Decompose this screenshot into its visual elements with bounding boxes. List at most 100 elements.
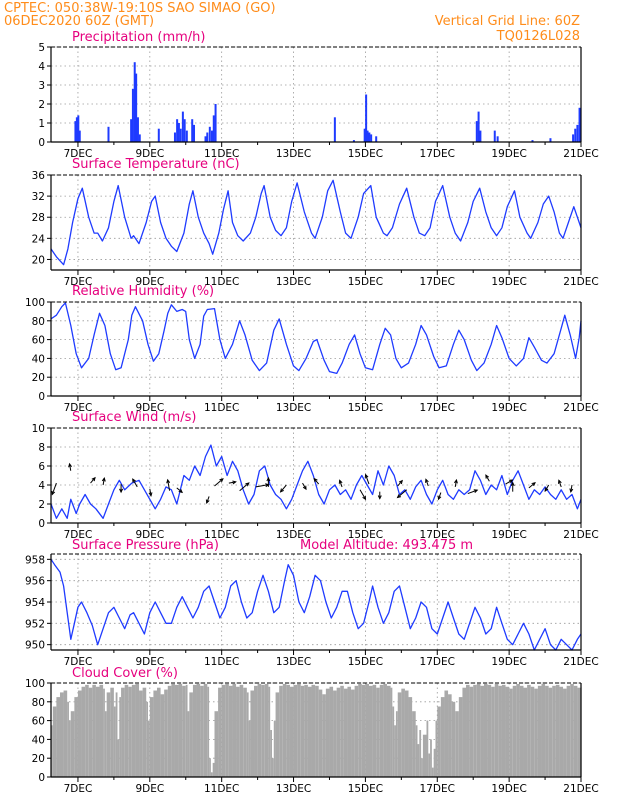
precip-xtick-label: 15DEC [348,148,383,160]
precip-xtick-label: 7DEC [64,148,93,160]
cloud-bar [149,697,154,777]
cloud-bar [552,685,556,777]
cloud-bar [329,686,334,777]
wind-vector-head [485,474,490,479]
cloud-bar [555,684,560,777]
cloud-bar [417,744,420,777]
precip-bar [333,117,336,142]
wind-line [50,444,582,519]
wind-vector [167,479,171,491]
wind-vector-head [362,495,367,501]
cloud-bar [67,701,69,777]
rh-xtick-label: 15DEC [348,402,383,414]
temp-title: Surface Temperature (nC) [72,157,240,172]
wind-vector-head [132,478,136,483]
wind-vector-head [178,488,184,494]
cloud-bar [182,685,186,777]
cloud-bar [455,711,459,777]
cloud-bar [437,706,441,777]
cloud-xtick-label: 19DEC [491,783,526,795]
cloud-bar [142,687,147,777]
precip-bar [479,130,482,142]
cloud-ytick-label: 100 [25,678,45,690]
cloud-bar [56,697,60,777]
header-date-line: 06DEC2020 60Z (GMT) [4,14,154,29]
precip-bar [496,136,499,142]
temp-xtick-label: 9DEC [135,276,164,288]
wind-vector [90,477,96,484]
precip-bar [574,128,577,142]
cloud-bar [178,683,183,777]
cloud-xtick-label: 7DEC [64,783,93,795]
cloud-bar [271,758,274,777]
precip-bar [477,111,480,142]
precip-ytick-label: 5 [38,42,45,54]
cloud-bar [218,687,222,777]
cloud-bar [491,686,495,777]
temp-xtick-label: 21DEC [563,276,598,288]
temp-ytick-label: 20 [32,254,45,266]
wind-vector-head [437,495,442,501]
cloud-bar [415,725,418,777]
cloud-bar [88,687,93,777]
cloud-bar [433,748,436,777]
cloud-bar [392,706,395,777]
wind-vector [558,480,562,488]
cloud-bar [527,684,531,777]
cloud-bar [236,686,240,777]
cloud-bar [487,684,492,777]
cloud-bar [537,685,542,777]
temp-xtick-label: 17DEC [420,276,455,288]
precip-bar [131,88,134,142]
cloud-bar [516,683,520,777]
cloud-bar [119,697,122,777]
cloud-bar [361,684,366,777]
cloud-bar [297,683,301,777]
cloud-bar [121,687,125,777]
wind-vector [397,480,403,487]
cloud-bar [534,688,538,777]
cloud-bar [311,684,316,777]
cloud-bar [318,689,323,777]
wind-vector [397,489,408,498]
precip-xtick-label: 17DEC [420,148,455,160]
cloud-bar [164,689,168,777]
cloud-bar [448,694,452,777]
cloud-bar [383,683,387,777]
wind-ytick-label: 6 [38,461,45,473]
cloud-bar [419,730,422,777]
wind-vector [239,482,250,492]
cloud-bar [148,720,150,777]
wind-vector [467,489,478,495]
rh-xtick-label: 11DEC [204,402,239,414]
precip-bar [130,119,133,142]
wind-vector-head [508,479,514,484]
cloud-bar [225,683,229,777]
precip-title: Precipitation (mm/h) [72,30,205,45]
wind-vector-head [302,485,307,491]
cloud-bar [512,685,517,777]
wind-vector-head [101,476,106,482]
precip-bar [212,115,215,142]
wind-vector-head [544,487,549,493]
cloud-bar [113,706,116,777]
cloud-bar [99,684,104,777]
precip-bar [531,140,534,142]
cloud-bar [81,686,86,777]
cloud-bar [358,683,362,777]
wind-vector-head [245,482,250,487]
pressure-ytick-label: 958 [25,554,45,566]
precip-bar [204,136,207,142]
cloud-bar [286,684,290,777]
wind-xtick-label: 9DEC [135,529,164,541]
cloud-xtick-label: 17DEC [420,783,455,795]
cloud-bar [273,720,276,777]
pressure-xtick-label: 11DEC [204,656,239,668]
temp-ytick-label: 24 [32,233,46,245]
cloud-bar [354,685,359,777]
cloud-bar [167,685,172,777]
wind-vector-head [364,473,369,479]
wind-xtick-label: 7DEC [64,529,93,541]
cloud-bar [494,683,499,777]
cloud-bar [270,730,272,777]
